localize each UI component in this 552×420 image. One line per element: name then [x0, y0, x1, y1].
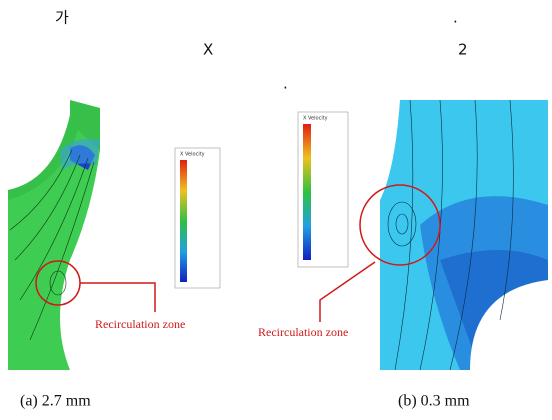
- body-text: .: [453, 9, 458, 27]
- figure-b: X Velocity Recirculation zone: [258, 100, 548, 370]
- body-text: 2: [458, 41, 468, 59]
- legend-title: X Velocity: [303, 116, 328, 122]
- legend-title: X Velocity: [180, 152, 205, 158]
- annotation: Recirculation zone: [258, 325, 348, 339]
- body-text: .: [283, 75, 288, 93]
- page: 가 . X 2 . X Velocity Recirculation zone: [0, 0, 552, 416]
- body-text: X: [203, 41, 213, 59]
- figure-a: X Velocity Recirculation zone: [8, 100, 220, 370]
- caption: (b) 0.3 mm: [398, 393, 470, 410]
- body-text: 가: [55, 9, 69, 27]
- caption: (a) 2.7 mm: [20, 393, 91, 410]
- annotation: Recirculation zone: [95, 317, 185, 331]
